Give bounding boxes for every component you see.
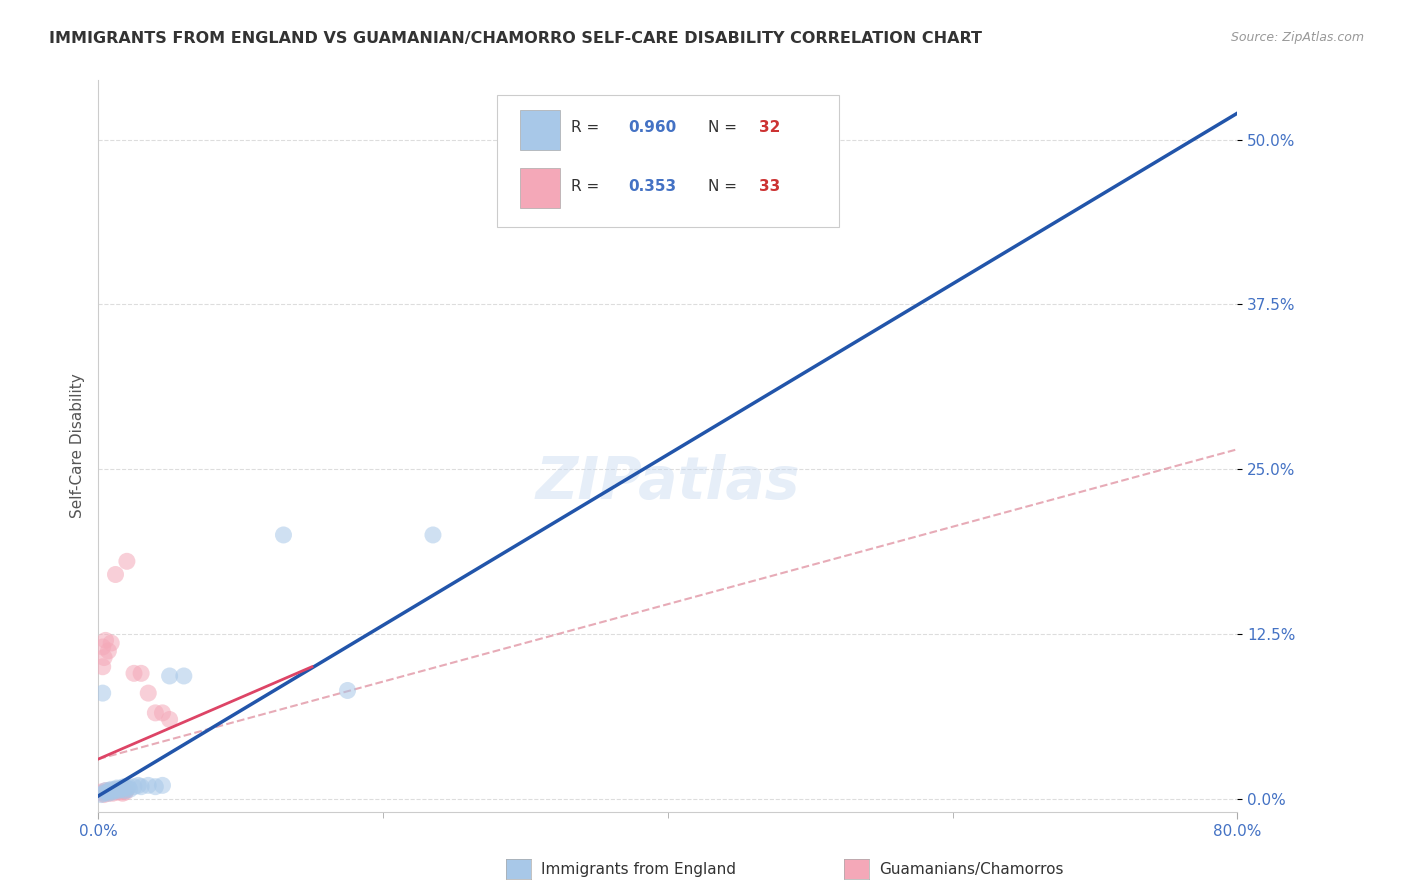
Point — [91, 786, 114, 800]
Point — [107, 783, 129, 797]
Point — [108, 782, 131, 797]
Point — [105, 782, 128, 797]
Point — [101, 785, 124, 799]
Point — [94, 783, 117, 797]
Text: Immigrants from England: Immigrants from England — [541, 863, 737, 877]
Point — [93, 786, 115, 800]
Point — [122, 780, 145, 794]
Point — [110, 780, 132, 795]
Point — [111, 786, 134, 800]
Point — [115, 782, 138, 797]
Point — [159, 713, 181, 727]
Point — [100, 785, 122, 799]
Point — [105, 780, 128, 795]
Point — [114, 785, 136, 799]
Point — [273, 528, 295, 542]
Text: Source: ZipAtlas.com: Source: ZipAtlas.com — [1230, 31, 1364, 45]
Point — [97, 786, 120, 800]
Text: IMMIGRANTS FROM ENGLAND VS GUAMANIAN/CHAMORRO SELF-CARE DISABILITY CORRELATION C: IMMIGRANTS FROM ENGLAND VS GUAMANIAN/CHA… — [49, 31, 983, 46]
Point — [115, 554, 138, 568]
Point — [93, 650, 115, 665]
Point — [112, 780, 135, 794]
Point — [422, 528, 444, 542]
FancyBboxPatch shape — [520, 110, 560, 150]
FancyBboxPatch shape — [520, 168, 560, 209]
Point — [115, 780, 138, 795]
Point — [100, 636, 122, 650]
Point — [94, 783, 117, 797]
Point — [112, 783, 135, 797]
Point — [98, 783, 121, 797]
Point — [104, 567, 127, 582]
Text: R =: R = — [571, 120, 605, 136]
Point — [98, 783, 121, 797]
Point — [108, 783, 131, 797]
Text: Guamanians/Chamorros: Guamanians/Chamorros — [879, 863, 1063, 877]
Point — [136, 778, 159, 792]
Point — [101, 786, 124, 800]
Text: 0.960: 0.960 — [628, 120, 676, 136]
Point — [152, 706, 174, 720]
Point — [336, 683, 359, 698]
Point — [103, 783, 125, 797]
Text: ZIPatlas: ZIPatlas — [536, 454, 800, 511]
Point — [145, 706, 167, 720]
Point — [96, 785, 118, 799]
Point — [91, 686, 114, 700]
Point — [152, 778, 174, 792]
Point — [114, 783, 136, 797]
Point — [90, 788, 112, 802]
Point — [122, 666, 145, 681]
Point — [111, 782, 134, 797]
Point — [103, 783, 125, 797]
Point — [129, 666, 152, 681]
Point — [110, 785, 132, 799]
Text: N =: N = — [707, 120, 741, 136]
Point — [159, 669, 181, 683]
Point — [118, 782, 141, 797]
Point — [107, 785, 129, 799]
Point — [173, 669, 195, 683]
Text: 0.353: 0.353 — [628, 178, 676, 194]
Point — [129, 780, 152, 794]
Point — [127, 778, 149, 792]
Point — [104, 782, 127, 797]
Point — [91, 640, 114, 654]
Point — [93, 788, 115, 802]
Point — [117, 780, 139, 794]
Point — [100, 782, 122, 797]
Text: N =: N = — [707, 178, 741, 194]
Point — [145, 780, 167, 794]
Point — [104, 785, 127, 799]
Point — [97, 644, 120, 658]
FancyBboxPatch shape — [498, 95, 839, 227]
Point — [94, 633, 117, 648]
Y-axis label: Self-Care Disability: Self-Care Disability — [69, 374, 84, 518]
Point — [96, 785, 118, 799]
Point — [91, 659, 114, 673]
Text: R =: R = — [571, 178, 605, 194]
Point — [136, 686, 159, 700]
Point — [97, 786, 120, 800]
Text: 33: 33 — [759, 178, 780, 194]
Point — [90, 785, 112, 799]
Text: 32: 32 — [759, 120, 780, 136]
